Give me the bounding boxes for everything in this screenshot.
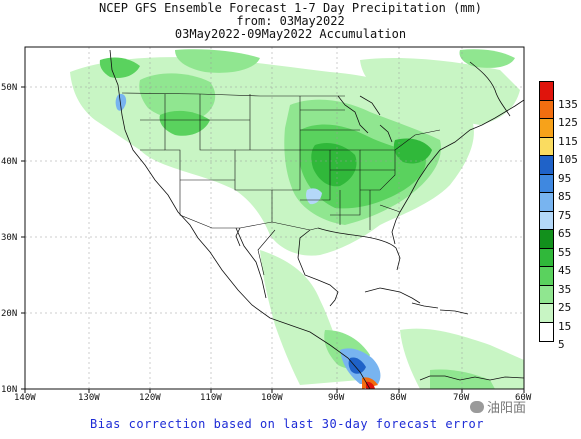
watermark: 油阳面 bbox=[470, 397, 526, 416]
state-borders bbox=[121, 92, 441, 276]
legend-label: 15 bbox=[558, 319, 572, 333]
legend-label: 55 bbox=[558, 245, 572, 259]
legend-swatch bbox=[540, 137, 553, 156]
bias-correction-note: Bias correction based on last 30-day for… bbox=[90, 417, 484, 431]
lat-label: 50N bbox=[1, 83, 17, 93]
legend-swatch bbox=[540, 100, 553, 119]
graticule bbox=[25, 47, 524, 389]
lon-label: 60W bbox=[515, 393, 532, 403]
legend-swatch bbox=[540, 174, 553, 193]
legend-label: 85 bbox=[558, 190, 572, 203]
legend-swatch bbox=[540, 193, 553, 212]
legend-swatch bbox=[540, 304, 553, 323]
legend-swatch bbox=[540, 322, 553, 341]
legend-label: 5 bbox=[558, 338, 565, 351]
lat-label: 40N bbox=[1, 157, 17, 167]
legend-label: 35 bbox=[558, 282, 572, 296]
accumulation-period: 03May2022-09May2022 Accumulation bbox=[174, 27, 407, 41]
lat-label: 30N bbox=[1, 233, 17, 243]
legend-label: 75 bbox=[558, 208, 572, 222]
watermark-text: 油阳面 bbox=[487, 401, 527, 416]
map-title: NCEP GFS Ensemble Forecast 1-7 Day Preci… bbox=[99, 1, 482, 15]
lon-label: 100W bbox=[261, 393, 283, 403]
legend-label: 125 bbox=[558, 116, 578, 129]
axis-ticks bbox=[21, 86, 525, 393]
forecast-issue-date: from: 03May2022 bbox=[236, 14, 345, 28]
color-legend bbox=[539, 81, 554, 342]
legend-label: 105 bbox=[558, 153, 578, 166]
lat-label: 20N bbox=[1, 309, 17, 319]
lon-label: 140W bbox=[14, 393, 36, 403]
lat-label: 10N bbox=[1, 385, 17, 395]
legend-swatch bbox=[540, 156, 553, 175]
legend-swatch bbox=[540, 267, 553, 286]
latitude-labels: 10N 20N 30N 40N 50N bbox=[1, 83, 17, 395]
coastlines bbox=[109, 49, 524, 389]
lon-label: 110W bbox=[200, 393, 222, 403]
legend-swatch bbox=[540, 230, 553, 249]
lon-label: 70W bbox=[453, 393, 470, 403]
legend-swatch bbox=[540, 119, 553, 138]
lon-label: 120W bbox=[139, 393, 161, 403]
legend-label: 115 bbox=[558, 134, 578, 148]
legend-label: 135 bbox=[558, 97, 578, 111]
map-frame bbox=[24, 46, 525, 390]
longitude-labels: 140W 130W 120W 110W 100W 90W 80W 70W 60W bbox=[14, 393, 532, 403]
wechat-icon bbox=[470, 401, 484, 413]
legend-label: 45 bbox=[558, 264, 572, 277]
legend-swatch bbox=[540, 82, 553, 101]
lon-label: 80W bbox=[390, 393, 407, 403]
precip-field bbox=[70, 49, 524, 389]
legend-label: 25 bbox=[558, 301, 572, 314]
legend-swatch bbox=[540, 285, 553, 304]
legend-swatch bbox=[540, 211, 553, 230]
legend-swatch bbox=[540, 248, 553, 267]
legend-label: 95 bbox=[558, 171, 572, 185]
legend-label: 65 bbox=[558, 227, 572, 240]
lon-label: 130W bbox=[78, 393, 100, 403]
lon-label: 90W bbox=[328, 393, 345, 403]
